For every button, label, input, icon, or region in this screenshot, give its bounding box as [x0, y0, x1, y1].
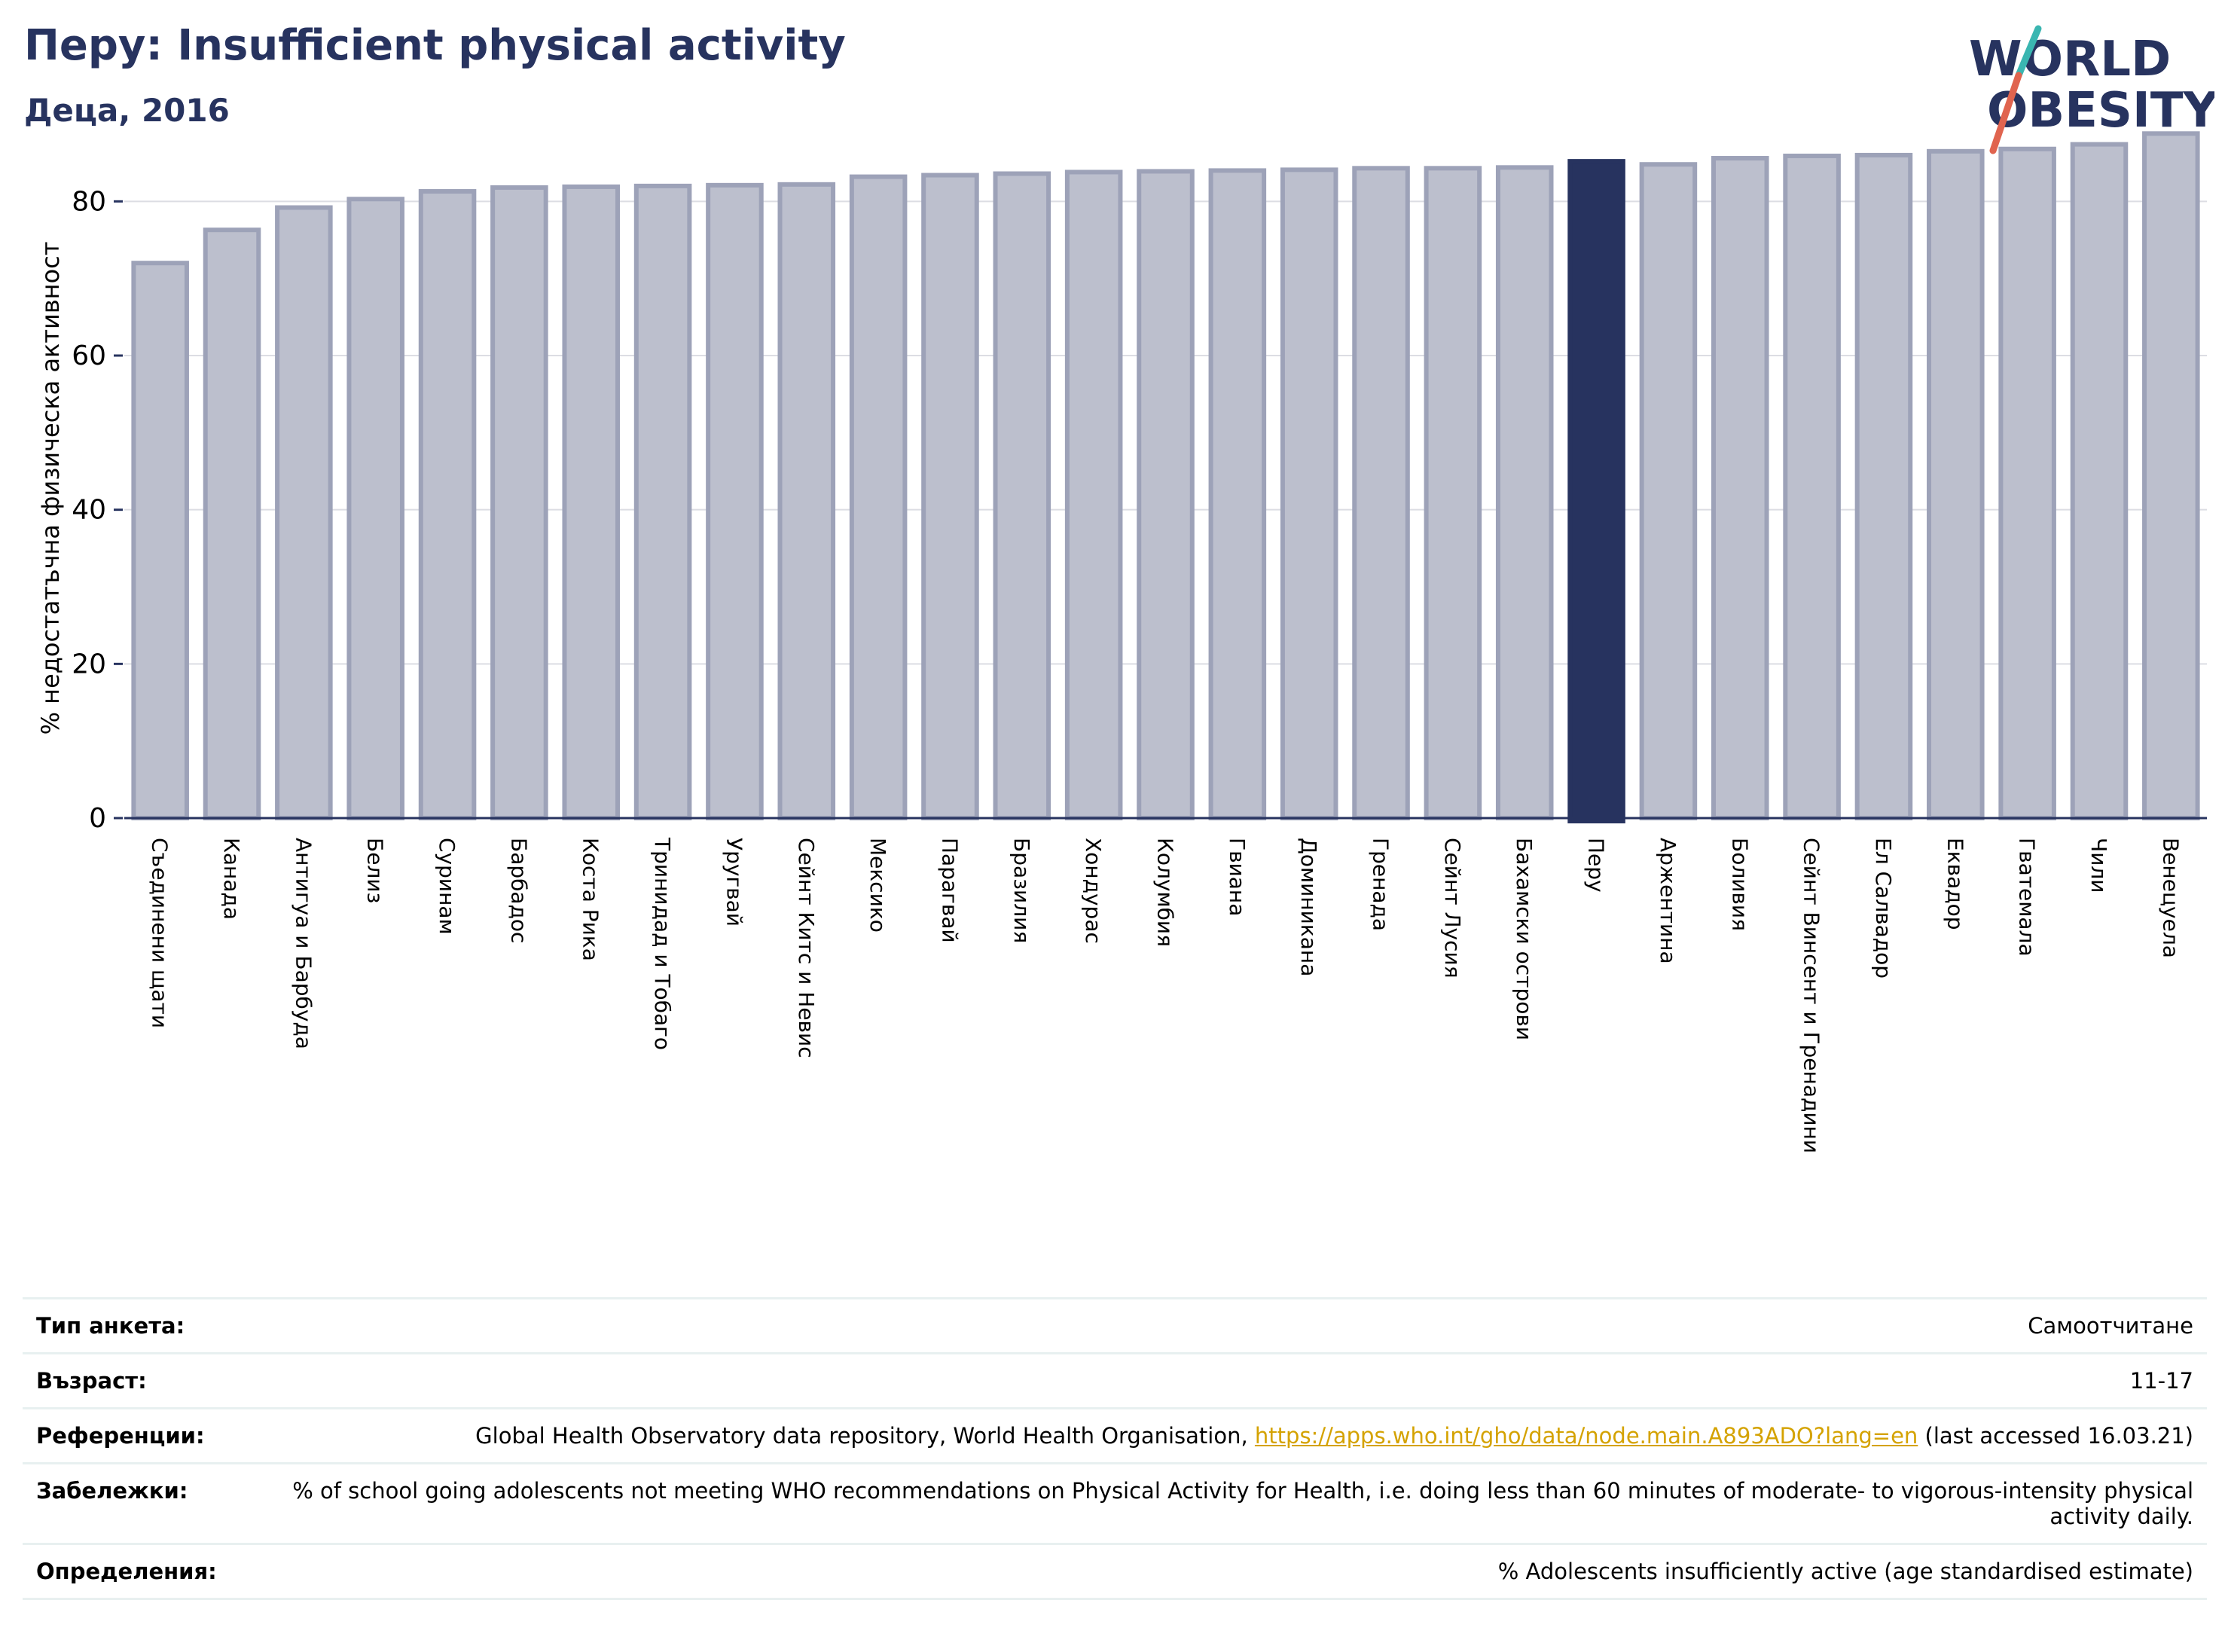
- bar: [777, 182, 836, 820]
- bar: [633, 183, 692, 821]
- meta-row-age: Възраст: 11-17: [23, 1353, 2207, 1409]
- reference-link[interactable]: https://apps.who.int/gho/data/node.main.…: [1254, 1423, 1918, 1449]
- y-tick-label: 20: [72, 649, 106, 679]
- x-tick-label: Уругвай: [722, 838, 746, 927]
- bar: [203, 227, 261, 820]
- logo-line1: WORLD: [1969, 32, 2171, 87]
- x-tick-label: Гватемала: [2015, 838, 2040, 957]
- bar: [993, 171, 1051, 820]
- x-tick-label: Съединени щати: [148, 838, 172, 1028]
- x-tick-label: Венецуела: [2158, 838, 2183, 958]
- bar: [921, 173, 979, 821]
- world-obesity-logo: WORLD OBESITY: [1969, 25, 2214, 154]
- metadata-table: Тип анкета: Самоотчитане Възраст: 11-17 …: [23, 1297, 2207, 1600]
- bar: [1352, 166, 1410, 820]
- x-tick-label: Коста Рика: [578, 838, 603, 961]
- x-tick-label: Бразилия: [1009, 838, 1034, 943]
- x-tick-label: Сейнт Винсент и Гренадини: [1799, 838, 1824, 1153]
- meta-row-definitions: Определения: % Adolescents insufficientl…: [23, 1544, 2207, 1599]
- bar: [1208, 168, 1267, 820]
- y-tick-label: 40: [72, 495, 106, 526]
- x-tick-label: Доминикана: [1296, 838, 1321, 976]
- x-tick-label: Гвиана: [1225, 838, 1250, 916]
- meta-value: Global Health Observatory data repositor…: [230, 1409, 2207, 1464]
- bar: [1783, 153, 1841, 820]
- x-tick-label: Хондурас: [1081, 838, 1106, 944]
- bar-chart: 0 20 40 60 80 Съединени щати Канада Антигуа и …: [36, 131, 2207, 1153]
- bar: [1711, 156, 1769, 820]
- bar: [849, 174, 908, 820]
- x-tick-label: Белиз: [363, 838, 388, 903]
- x-tick-label: Колумбия: [1153, 838, 1178, 947]
- meta-label: Възраст:: [36, 1368, 147, 1394]
- y-axis-label: % недостатъчна физическа активност: [36, 242, 65, 735]
- x-tick-labels: Съединени щати Канада Антигуа и Барбуда Бел…: [148, 837, 2184, 1153]
- bar: [1854, 152, 1913, 820]
- x-tick-label: Суринам: [435, 838, 459, 935]
- x-tick-label: Сейнт Китс и Невис: [794, 838, 819, 1058]
- meta-label: Забележки:: [36, 1478, 188, 1504]
- x-tick-label: Гренада: [1369, 838, 1393, 931]
- bar: [418, 189, 477, 820]
- meta-value: % of school going adolescents not meetin…: [292, 1478, 2193, 1529]
- bar: [275, 205, 333, 820]
- meta-row-notes: Забележки: % of school going adolescents…: [23, 1463, 2207, 1544]
- x-tick-label: Аржентина: [1656, 838, 1680, 964]
- x-tick-label: Антигуа и Барбуда: [291, 838, 316, 1049]
- meta-label: Определения:: [36, 1559, 217, 1584]
- bar: [562, 184, 621, 820]
- bar: [346, 197, 404, 821]
- bar: [490, 185, 548, 820]
- x-tick-label: Барбадос: [506, 838, 531, 943]
- bar: [2142, 131, 2200, 820]
- reference-text: Global Health Observatory data repositor…: [475, 1423, 1255, 1449]
- bar: [1137, 169, 1195, 820]
- bar: [1424, 166, 1482, 820]
- x-tick-label: Бахамски острови: [1512, 838, 1537, 1040]
- meta-value: 11-17: [2129, 1368, 2193, 1394]
- reference-accessed: (last accessed 16.03.21): [1918, 1423, 2194, 1449]
- bar: [131, 261, 189, 820]
- x-tick-label: Тринидад и Тобаго: [650, 837, 675, 1050]
- bar: [1998, 146, 2056, 821]
- x-tick-label: Мексико: [865, 838, 890, 933]
- x-tick-label: Сейнт Лусия: [1440, 838, 1465, 979]
- bar: [1280, 167, 1338, 821]
- y-tick-labels: 0 20 40 60 80: [72, 186, 123, 834]
- bar: [2070, 142, 2129, 820]
- bar-highlighted: [1567, 159, 1625, 823]
- y-tick-label: 0: [89, 803, 106, 834]
- y-tick-label: 80: [72, 186, 106, 217]
- x-tick-label: Канада: [219, 838, 244, 920]
- bar: [1064, 169, 1123, 821]
- meta-value: % Adolescents insufficiently active (age…: [1497, 1559, 2193, 1584]
- x-tick-label: Боливия: [1727, 838, 1752, 931]
- meta-label: Тип анкета:: [36, 1313, 185, 1339]
- x-tick-label: Парагвай: [937, 838, 962, 943]
- x-tick-label: Перу: [1584, 838, 1609, 893]
- bars: [131, 131, 2200, 823]
- x-tick-label: Еквадор: [1943, 838, 1967, 930]
- logo-line2: OBESITY: [1987, 83, 2214, 139]
- meta-row-references: Референции: Global Health Observatory da…: [23, 1408, 2207, 1464]
- page-subtitle: Деца, 2016: [24, 92, 230, 129]
- bar: [1927, 148, 1985, 821]
- x-tick-label: Ел Салвадор: [1871, 838, 1896, 979]
- bar: [1495, 165, 1554, 821]
- meta-label: Референции:: [36, 1423, 205, 1449]
- meta-row-survey-type: Тип анкета: Самоотчитане: [23, 1298, 2207, 1354]
- bar: [1639, 162, 1698, 821]
- y-tick-label: 60: [72, 340, 106, 371]
- meta-value: Самоотчитане: [2028, 1313, 2193, 1339]
- bar: [706, 182, 764, 821]
- page-title: Перу: Insufficient physical activity: [24, 21, 846, 70]
- x-tick-label: Чили: [2086, 838, 2111, 893]
